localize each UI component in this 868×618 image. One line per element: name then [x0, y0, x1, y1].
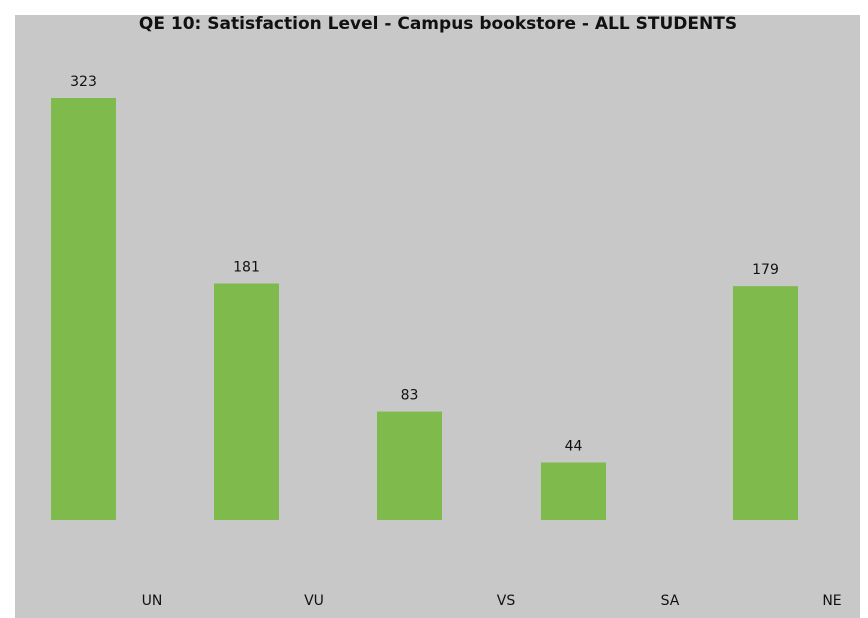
bar: [541, 462, 606, 520]
x-tick-label: UN: [142, 593, 163, 609]
data-label: 44: [565, 439, 583, 455]
data-label: 181: [233, 260, 260, 276]
data-label: 179: [752, 262, 779, 278]
x-tick-label: VS: [497, 593, 516, 609]
x-tick-label: VU: [304, 593, 324, 609]
bar: [214, 283, 279, 520]
bar: [51, 98, 116, 520]
chart-title: QE 10: Satisfaction Level - Campus books…: [139, 14, 737, 34]
data-label: 323: [70, 74, 97, 90]
x-tick-label: NE: [822, 593, 841, 609]
data-label: 83: [401, 388, 419, 404]
bar: [377, 411, 442, 520]
x-tick-label: SA: [661, 593, 680, 609]
bar: [733, 286, 798, 520]
